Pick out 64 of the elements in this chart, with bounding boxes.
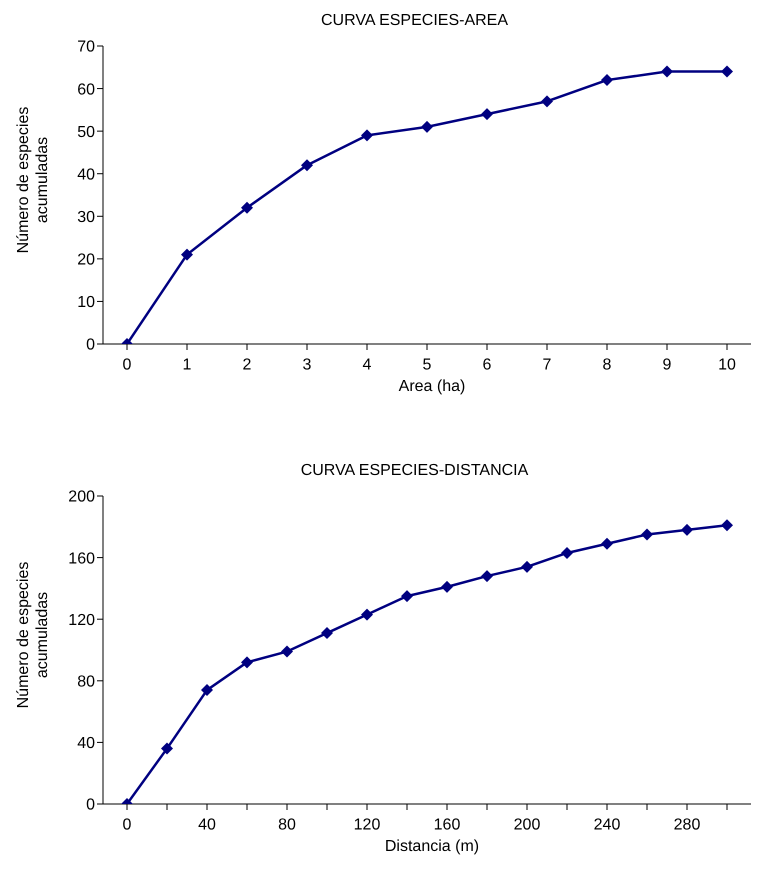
x-tick-label: 0 xyxy=(122,356,132,374)
y-tick-label: 80 xyxy=(77,673,96,690)
point xyxy=(441,580,453,593)
point xyxy=(241,656,253,668)
x-tick-label: 2 xyxy=(242,356,252,374)
x-tick-label: 160 xyxy=(434,816,460,834)
x-tick-label: 3 xyxy=(302,356,312,374)
point xyxy=(361,129,373,142)
point xyxy=(681,524,693,536)
point xyxy=(181,248,193,261)
point xyxy=(281,646,293,658)
point xyxy=(721,519,733,532)
x-tick-label: 4 xyxy=(362,356,372,374)
y-tick-label: 10 xyxy=(77,294,96,312)
x-tick-label: 280 xyxy=(674,816,700,834)
x-tick-label: 5 xyxy=(422,356,432,374)
point xyxy=(721,66,733,78)
y-tick-label: 20 xyxy=(77,252,96,269)
y-tick-label: 200 xyxy=(68,488,96,506)
y-axis-title: Número de especies acumuladas xyxy=(14,560,52,710)
x-tick-label: 0 xyxy=(122,816,132,834)
y-tick-label: 40 xyxy=(77,166,96,184)
x-tick-label: 120 xyxy=(354,816,380,834)
y-tick-label: 0 xyxy=(86,336,96,354)
x-tick-label: 1 xyxy=(182,356,192,374)
x-axis-title: Area (ha) xyxy=(398,378,466,397)
y-tick-label: 0 xyxy=(86,796,96,814)
x-tick-label: 240 xyxy=(594,816,620,834)
y-tick-label: 120 xyxy=(68,612,96,629)
x-tick-label: 40 xyxy=(198,816,216,834)
point xyxy=(361,608,373,621)
x-tick-label: 80 xyxy=(278,816,296,834)
y-tick-label: 40 xyxy=(77,735,96,752)
x-tick-label: 6 xyxy=(482,356,492,374)
y-tick-label: 70 xyxy=(77,38,96,56)
x-tick-label: 7 xyxy=(542,356,552,374)
x-tick-label: 9 xyxy=(662,356,672,374)
point xyxy=(481,570,493,582)
point xyxy=(421,120,433,133)
point xyxy=(161,742,173,755)
y-axis-title: Número de especies acumuladas xyxy=(14,106,52,256)
point xyxy=(241,202,253,214)
y-tick-label: 160 xyxy=(68,550,96,568)
y-tick-label: 50 xyxy=(77,124,96,141)
point xyxy=(301,159,313,172)
point xyxy=(481,108,493,120)
point xyxy=(541,95,553,108)
y-tick-label: 30 xyxy=(77,208,96,226)
chart-title: CURVA ESPECIES-AREA xyxy=(320,11,510,31)
chart-title: CURVA ESPECIES-DISTANCIA xyxy=(300,461,530,481)
point xyxy=(561,546,573,559)
point xyxy=(601,74,613,86)
x-tick-label: 8 xyxy=(602,356,612,374)
x-axis-title: Distancia (m) xyxy=(384,838,480,857)
point xyxy=(321,627,333,640)
point xyxy=(401,590,413,602)
point xyxy=(601,538,613,550)
point xyxy=(641,528,653,540)
point xyxy=(201,684,213,696)
x-tick-label: 200 xyxy=(514,816,540,834)
y-tick-label: 60 xyxy=(77,81,96,98)
x-tick-label: 10 xyxy=(718,356,736,374)
point xyxy=(661,66,673,78)
point xyxy=(521,560,533,573)
